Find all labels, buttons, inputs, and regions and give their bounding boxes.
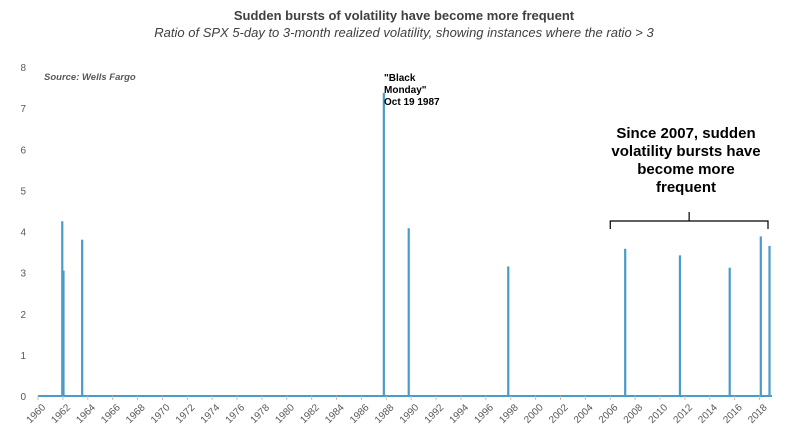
x-tick-label: 2008 <box>622 402 646 426</box>
since-2007-line-3: become more <box>637 161 735 178</box>
y-axis: 0 1 2 3 4 5 6 7 8 <box>20 63 26 403</box>
since-2007-line-2: volatility bursts have <box>611 143 760 160</box>
y-tick-label: 0 <box>20 392 26 403</box>
x-tick-label: 2006 <box>597 402 621 426</box>
bar <box>62 270 65 396</box>
x-tick-label: 1966 <box>99 402 123 426</box>
since-2007-line-1: Since 2007, sudden <box>616 125 755 142</box>
x-tick-label: 2016 <box>721 402 745 426</box>
x-tick-label: 1964 <box>74 402 98 426</box>
black-monday-annotation: "Black Monday" Oct 19 1987 <box>384 73 440 108</box>
y-tick-label: 5 <box>20 186 26 197</box>
x-tick-label: 1980 <box>273 402 297 426</box>
bar <box>768 245 771 396</box>
x-tick-label: 1974 <box>199 402 223 426</box>
x-tick-label: 2014 <box>696 402 720 426</box>
x-tick-label: 1968 <box>124 402 148 426</box>
y-tick-label: 4 <box>20 228 26 239</box>
bar <box>382 92 385 396</box>
x-tick-label: 1992 <box>423 402 447 426</box>
bar <box>759 236 762 396</box>
x-tick-label: 1988 <box>373 402 397 426</box>
y-tick-label: 7 <box>20 104 26 115</box>
x-axis: 1960 1962 1964 1966 1968 1970 1972 1974 1976 1978… <box>25 396 770 426</box>
y-tick-label: 8 <box>20 63 26 74</box>
x-tick-label: 1960 <box>25 402 49 426</box>
black-monday-line-3: Oct 19 1987 <box>384 97 440 108</box>
bars-group <box>61 92 771 396</box>
since-2007-annotation: Since 2007, sudden volatility bursts hav… <box>609 125 769 229</box>
x-tick-label: 1962 <box>49 402 73 426</box>
bar <box>624 248 627 396</box>
since-2007-line-4: frequent <box>656 179 716 196</box>
x-tick-label: 1994 <box>448 402 472 426</box>
bar <box>728 267 731 396</box>
x-tick-label: 2002 <box>547 402 571 426</box>
x-tick-label: 2000 <box>522 402 546 426</box>
x-tick-label: 1984 <box>323 402 347 426</box>
x-tick-label: 1970 <box>149 402 173 426</box>
y-tick-label: 2 <box>20 310 26 321</box>
x-tick-label: 1978 <box>249 402 273 426</box>
x-tick-label: 1990 <box>398 402 422 426</box>
black-monday-line-2: Monday" <box>384 85 427 96</box>
x-tick-label: 2010 <box>647 402 671 426</box>
x-tick-label: 1976 <box>224 402 248 426</box>
black-monday-line-1: "Black <box>384 73 416 84</box>
x-tick-label: 2012 <box>672 402 696 426</box>
y-tick-label: 3 <box>20 269 26 280</box>
y-tick-label: 6 <box>20 145 26 156</box>
x-tick-label: 1986 <box>348 402 372 426</box>
chart-subtitle: Ratio of SPX 5-day to 3-month realized v… <box>154 25 654 40</box>
x-tick-label: 2004 <box>572 402 596 426</box>
bracket <box>609 212 769 229</box>
bar <box>507 266 510 396</box>
bar <box>407 228 410 396</box>
x-tick-label: 1982 <box>298 402 322 426</box>
source-label: Source: Wells Fargo <box>44 72 136 83</box>
bar <box>61 221 64 396</box>
x-tick-label: 1996 <box>472 402 496 426</box>
x-tick-label: 1972 <box>174 402 198 426</box>
x-tick-label: 1998 <box>497 402 521 426</box>
bar <box>81 239 84 396</box>
bar <box>678 255 682 396</box>
chart-title: Sudden bursts of volatility have become … <box>234 8 575 23</box>
y-tick-label: 1 <box>20 351 26 362</box>
x-tick-label: 2018 <box>746 402 770 426</box>
